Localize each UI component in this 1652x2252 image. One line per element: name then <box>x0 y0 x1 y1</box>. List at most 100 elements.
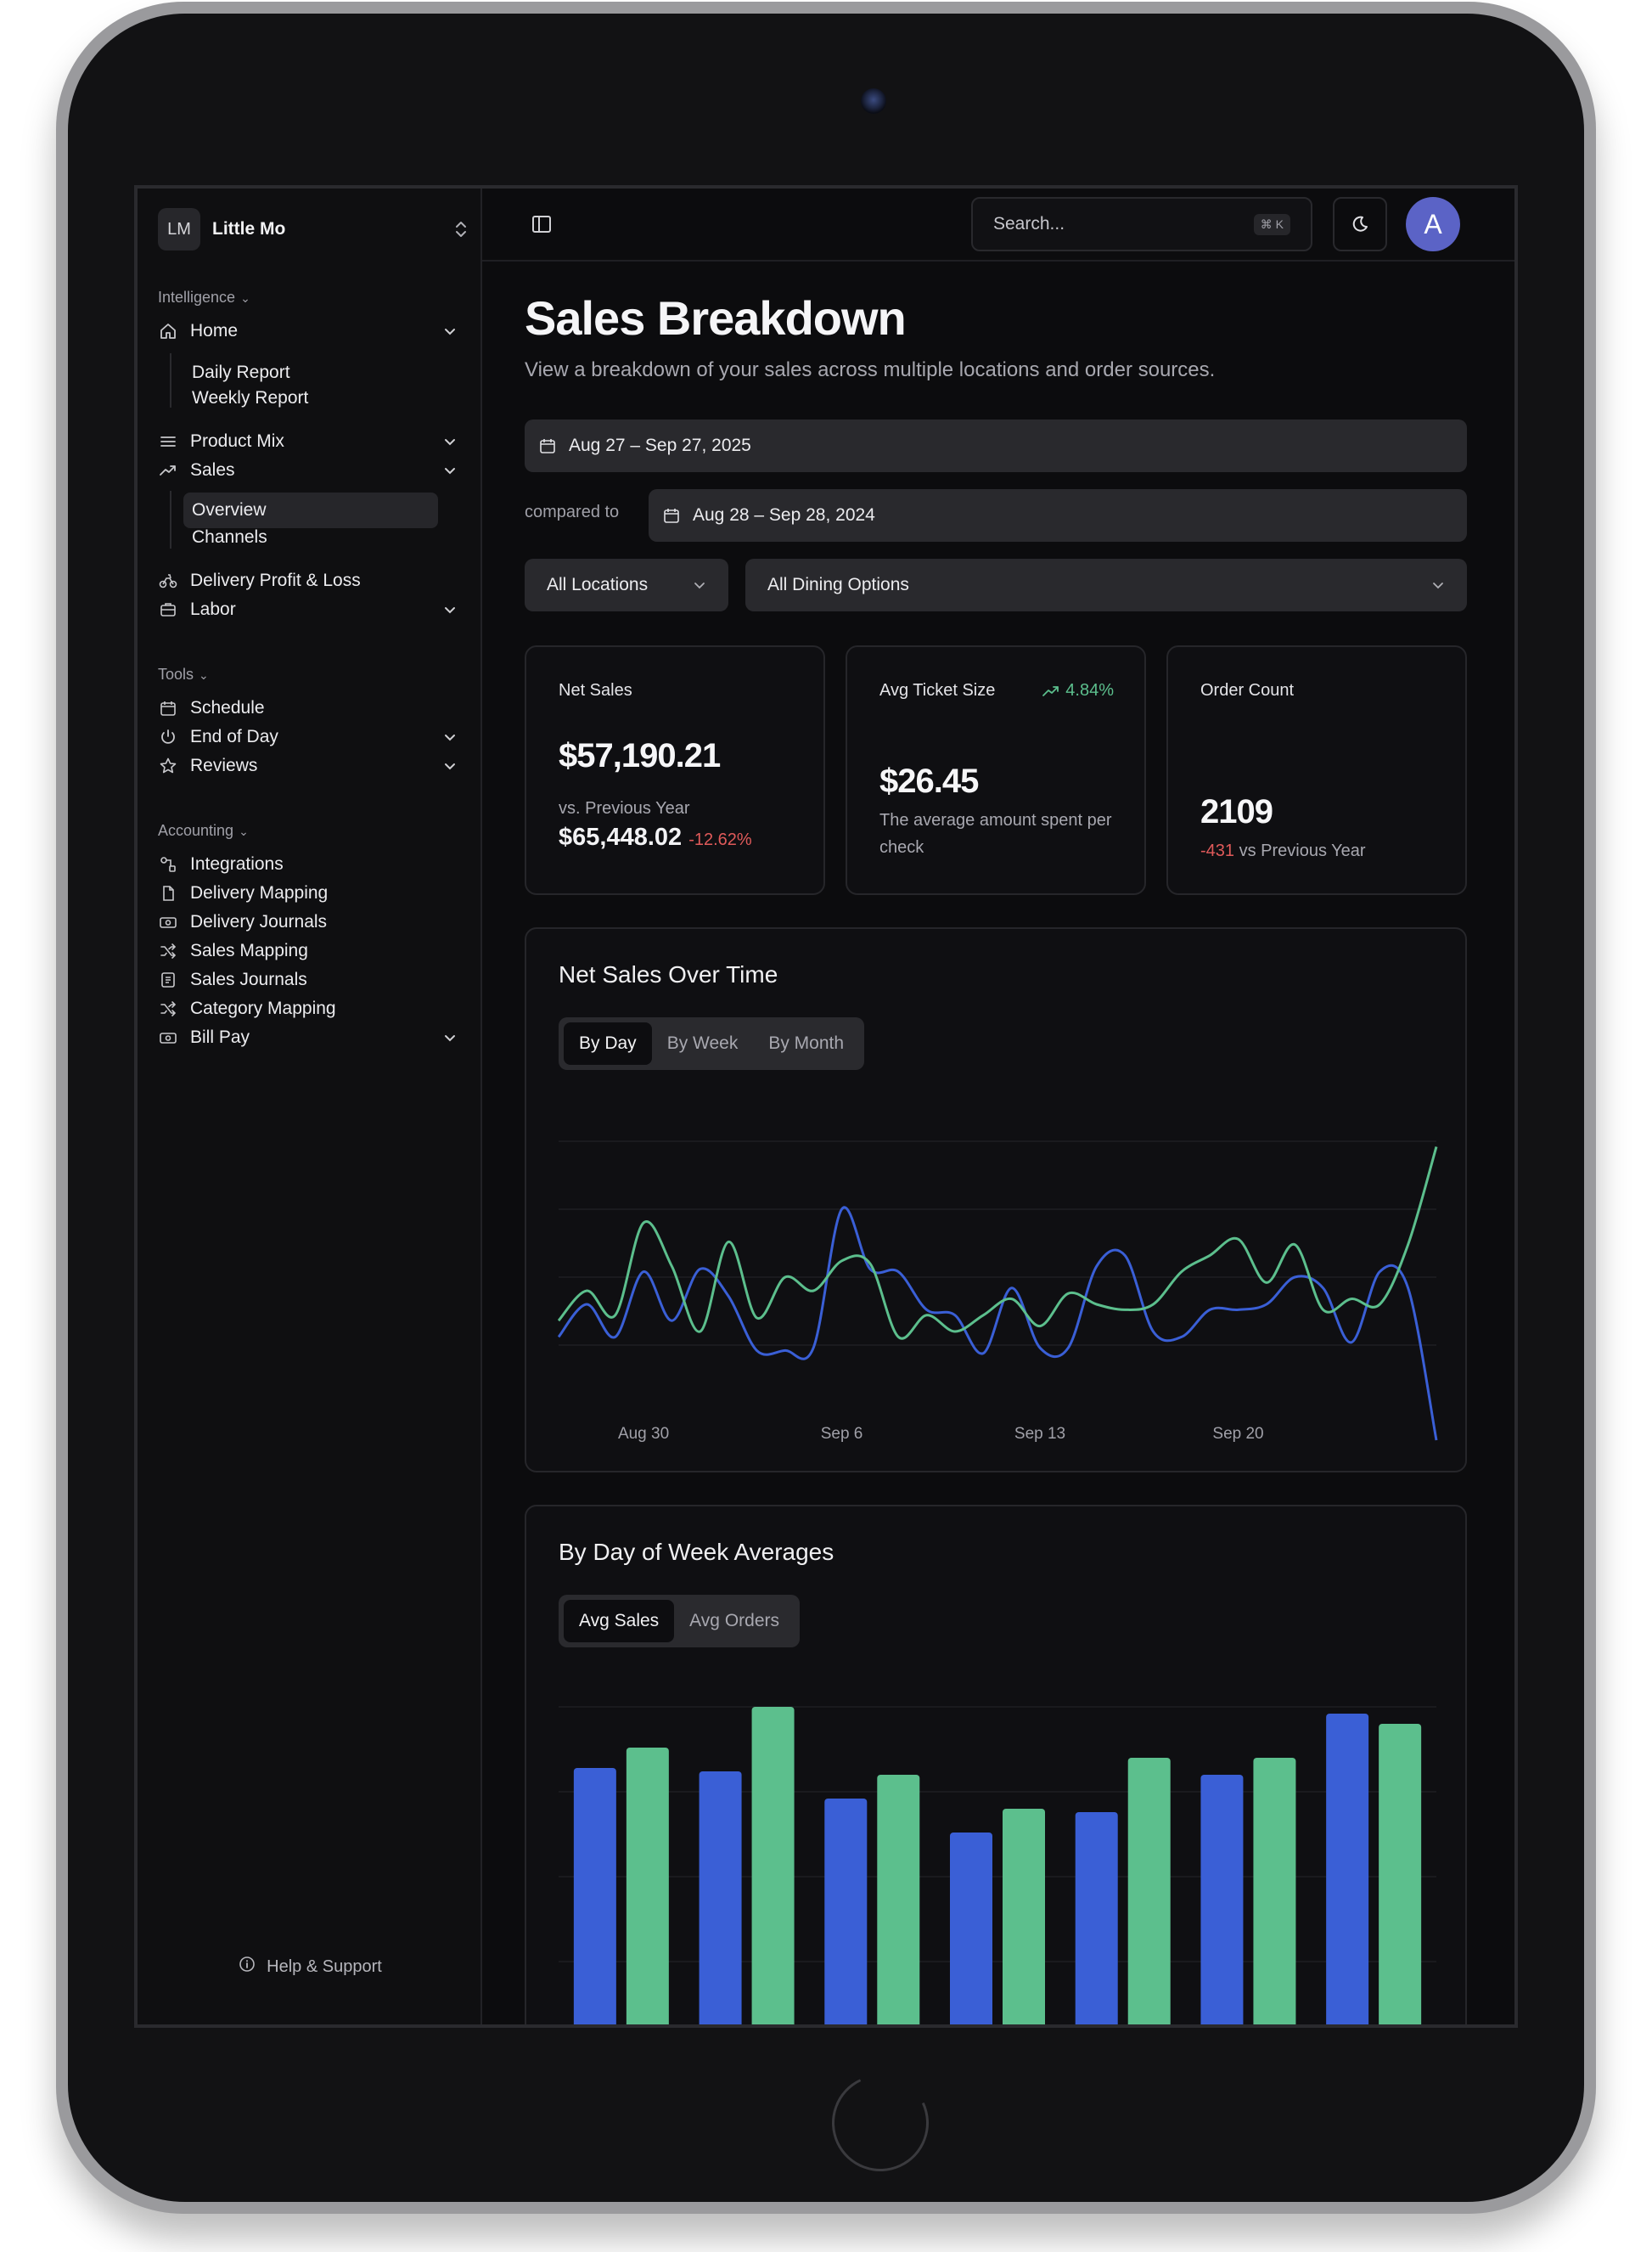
calendar-icon <box>538 436 557 455</box>
kpi-prev-label: vs. Previous Year <box>559 799 690 818</box>
tab-by-day[interactable]: By Day <box>564 1022 652 1065</box>
sidebar-item-integrations[interactable]: Integrations <box>158 846 457 883</box>
shuffle-icon <box>158 999 178 1019</box>
chart-title: Net Sales Over Time <box>559 961 778 988</box>
search-input[interactable]: Search... ⌘ K <box>971 197 1312 251</box>
sidebar-item-delivery-pl[interactable]: Delivery Profit & Loss <box>158 562 457 600</box>
sidebar-item-overview[interactable]: Overview <box>183 493 438 528</box>
kpi-prev-value: $65,448.02 <box>559 824 683 851</box>
banknote-icon <box>158 912 178 932</box>
bar-previous <box>877 1775 920 2024</box>
bar-current <box>573 1768 616 2024</box>
section-intelligence[interactable]: Intelligence ⌄ <box>158 289 250 306</box>
moon-icon <box>1352 216 1368 232</box>
sidebar-item-delivery-journals[interactable]: Delivery Journals <box>158 904 457 941</box>
date-range-value: Aug 27 – Sep 27, 2025 <box>569 436 751 455</box>
tab-by-month[interactable]: By Month <box>768 1033 845 1053</box>
tab-avg-sales[interactable]: Avg Sales <box>564 1600 675 1642</box>
org-avatar: LM <box>158 208 200 251</box>
chevron-down-icon <box>445 468 455 475</box>
dining-options-select[interactable]: All Dining Options <box>745 559 1467 611</box>
trending-up-icon <box>1042 685 1059 696</box>
trending-up-icon <box>158 460 178 481</box>
chevron-down-icon <box>694 583 705 589</box>
sidebar-item-end-of-day[interactable]: End of Day <box>158 718 457 756</box>
sidebar-item-product-mix[interactable]: Product Mix <box>158 423 457 460</box>
locations-select[interactable]: All Locations <box>525 559 728 611</box>
list-icon <box>158 431 178 452</box>
bar-previous <box>1127 1758 1171 2024</box>
sidebar-item-reviews[interactable]: Reviews <box>158 747 457 785</box>
kpi-value: $26.45 <box>879 763 979 800</box>
bar-current <box>1326 1714 1369 2024</box>
sidebar-item-schedule[interactable]: Schedule <box>158 690 457 727</box>
bar-previous <box>1003 1809 1045 2024</box>
chevron-down-icon <box>445 607 455 614</box>
power-icon <box>158 727 178 747</box>
sidebar-item-sales[interactable]: Sales <box>158 452 457 489</box>
date-range-picker[interactable]: Aug 27 – Sep 27, 2025 <box>525 419 1467 472</box>
section-accounting[interactable]: Accounting ⌄ <box>158 822 249 839</box>
chevron-down-icon: ⌄ <box>239 825 249 838</box>
sidebar-item-sales-journals[interactable]: Sales Journals <box>158 961 457 999</box>
file-map-icon <box>158 883 178 904</box>
kpi-title: Avg Ticket Size <box>879 681 996 700</box>
bar-previous <box>751 1707 795 2024</box>
tab-avg-orders[interactable]: Avg Orders <box>689 1611 779 1630</box>
kpi-trend: 4.84% <box>1042 681 1114 701</box>
dow-chart-card: By Day of Week Averages Avg Sales Avg Or… <box>525 1505 1467 2024</box>
bar-current <box>699 1771 742 2024</box>
topbar: Search... ⌘ K A <box>482 189 1514 262</box>
theme-toggle-button[interactable] <box>1333 197 1387 251</box>
chevron-down-icon <box>445 439 455 446</box>
calendar-icon <box>662 506 681 525</box>
kpi-card-net-sales: Net Sales $57,190.21 vs. Previous Year $… <box>525 645 825 895</box>
info-icon <box>238 1955 256 1979</box>
net-sales-line-chart: Aug 30 Sep 6 Sep 13 Sep 20 <box>557 1140 1438 1443</box>
chart-title: By Day of Week Averages <box>559 1539 834 1565</box>
sidebar-item-home[interactable]: Home <box>158 312 457 350</box>
kpi-change-suffix: vs Previous Year <box>1234 842 1366 860</box>
series-line-current <box>557 1206 1438 1441</box>
sidebar-toggle-icon[interactable] <box>530 212 553 236</box>
user-avatar[interactable]: A <box>1406 197 1460 251</box>
sidebar-item-bill-pay[interactable]: Bill Pay <box>158 1019 457 1056</box>
kpi-title: Net Sales <box>559 681 632 700</box>
sidebar-item-labor[interactable]: Labor <box>158 591 457 628</box>
chevron-down-icon <box>1433 583 1443 589</box>
dow-bar-chart: SundayMondayTuesdayWednesdayThursdayFrid… <box>559 1706 1436 2024</box>
kpi-card-avg-ticket: Avg Ticket Size 4.84% $26.45 The average… <box>846 645 1146 895</box>
org-switcher[interactable]: LM Little Mo <box>158 207 472 251</box>
x-tick-label: Sep 20 <box>1212 1425 1263 1443</box>
bar-previous <box>1253 1758 1296 2024</box>
help-support-link[interactable]: Help & Support <box>138 1955 482 1979</box>
sidebar-item-weekly-report[interactable]: Weekly Report <box>192 388 309 408</box>
kpi-card-order-count: Order Count 2109 -431 vs Previous Year <box>1166 645 1467 895</box>
tab-by-week[interactable]: By Week <box>666 1033 739 1053</box>
sidebar-item-daily-report[interactable]: Daily Report <box>192 363 290 382</box>
kpi-change: -12.62% <box>688 830 752 849</box>
bar-current <box>1075 1812 1118 2024</box>
bar-previous <box>626 1748 669 2024</box>
sidebar-item-delivery-mapping[interactable]: Delivery Mapping <box>158 875 457 912</box>
x-tick-label: Sep 6 <box>821 1425 863 1443</box>
x-tick-label: Sep 13 <box>1014 1425 1065 1443</box>
section-tools[interactable]: Tools ⌄ <box>158 666 209 683</box>
app-screen: LM Little Mo Intelligence ⌄ Home Daily Re… <box>134 185 1518 2028</box>
chevron-down-icon: ⌄ <box>199 668 209 682</box>
x-tick-label: Aug 30 <box>618 1425 669 1443</box>
main-content: Search... ⌘ K A Sales Breakdown View a b… <box>482 189 1514 2024</box>
bike-icon <box>158 571 178 591</box>
sidebar-item-channels[interactable]: Channels <box>192 527 267 547</box>
bar-current <box>1200 1775 1244 2024</box>
compare-range-picker[interactable]: Aug 28 – Sep 28, 2024 <box>649 489 1467 542</box>
dow-tabs: Avg Sales Avg Orders <box>559 1595 800 1647</box>
briefcase-icon <box>158 600 178 620</box>
sidebar: LM Little Mo Intelligence ⌄ Home Daily Re… <box>138 189 482 2024</box>
camera <box>861 88 886 114</box>
star-icon <box>158 756 178 776</box>
net-sales-chart-card: Net Sales Over Time By Day By Week By Mo… <box>525 927 1467 1472</box>
chevron-down-icon <box>445 763 455 770</box>
sidebar-item-sales-mapping[interactable]: Sales Mapping <box>158 932 457 970</box>
sidebar-item-category-mapping[interactable]: Category Mapping <box>158 990 457 1027</box>
